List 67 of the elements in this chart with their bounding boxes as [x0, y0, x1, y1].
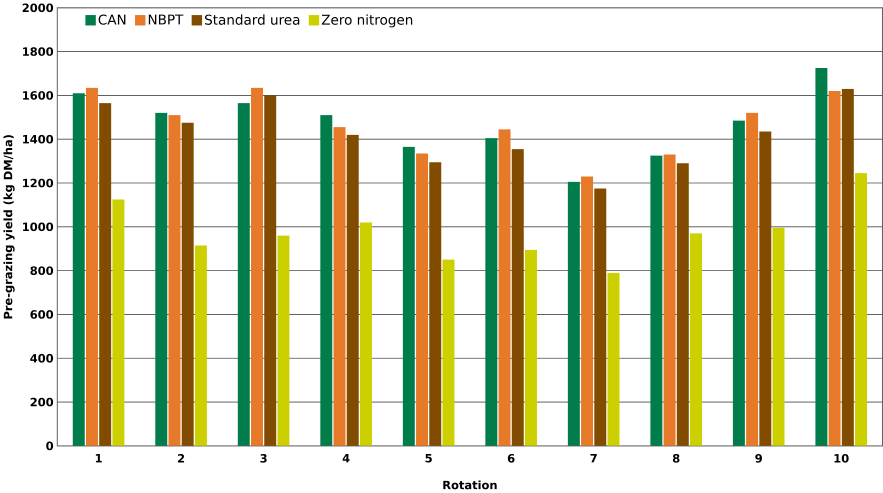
y-tick-label: 1600	[23, 91, 54, 100]
x-tick-label: 7	[590, 454, 597, 462]
legend-label: NBPT	[148, 14, 184, 25]
bar	[416, 154, 428, 446]
x-tick-label: 10	[834, 454, 849, 463]
bar	[828, 91, 841, 446]
x-tick-label: 4	[342, 454, 350, 462]
bar	[759, 132, 772, 446]
x-tick-label: 8	[672, 454, 680, 463]
bar	[568, 182, 580, 446]
bar	[746, 113, 758, 446]
bar	[264, 96, 276, 446]
bar	[334, 127, 346, 446]
y-tick-label: 800	[30, 266, 54, 276]
bar	[525, 250, 537, 446]
bar	[732, 120, 745, 446]
bar	[86, 88, 98, 446]
bar	[168, 115, 180, 446]
bar	[772, 228, 785, 446]
legend-label: Zero nitrogen	[322, 14, 412, 28]
bar	[251, 88, 263, 446]
bar	[485, 138, 498, 446]
x-tick-label: 3	[260, 454, 267, 463]
y-tick-label: 400	[30, 354, 54, 363]
bar	[650, 156, 662, 446]
bar	[442, 260, 454, 446]
x-tick-label: 2	[178, 454, 184, 463]
bar	[608, 272, 620, 446]
y-tick-label: 600	[30, 310, 54, 319]
bar	[360, 222, 372, 446]
legend-label: CAN	[98, 14, 126, 25]
bar	[664, 154, 676, 446]
x-tick-label: 1	[96, 454, 102, 462]
bar	[690, 233, 702, 446]
y-axis-title: Pre-grazing yield (kg DM/ha)	[3, 135, 15, 319]
y-tick-label: 1400	[23, 134, 54, 144]
bar	[72, 93, 85, 446]
bar	[155, 113, 168, 446]
bar	[429, 162, 442, 446]
bar	[346, 134, 359, 446]
y-tick-label: 1000	[23, 222, 54, 232]
bar	[594, 188, 606, 446]
y-tick-label: 0	[46, 442, 54, 450]
bar	[512, 149, 524, 446]
x-tick-label: 6	[508, 454, 515, 463]
bar	[855, 173, 868, 446]
y-tick-label: 2000	[22, 4, 54, 12]
x-tick-label: 9	[755, 454, 762, 463]
x-tick-label: 5	[426, 454, 432, 463]
bar	[320, 115, 332, 446]
y-tick-label: 1800	[23, 47, 54, 56]
x-axis-title: Rotation	[443, 480, 497, 490]
bar	[581, 176, 594, 446]
bar	[182, 122, 194, 446]
y-tick-label: 200	[30, 398, 54, 406]
bar	[676, 163, 689, 446]
bar	[194, 246, 207, 446]
y-tick-label: 1200	[23, 178, 54, 188]
bar	[112, 200, 124, 446]
bar	[498, 129, 511, 446]
bar	[238, 103, 250, 446]
bar	[815, 68, 828, 446]
bar	[842, 88, 854, 446]
bar	[99, 103, 112, 446]
bar	[402, 146, 415, 446]
bar	[277, 236, 290, 446]
legend-label: Standard urea	[205, 14, 300, 25]
